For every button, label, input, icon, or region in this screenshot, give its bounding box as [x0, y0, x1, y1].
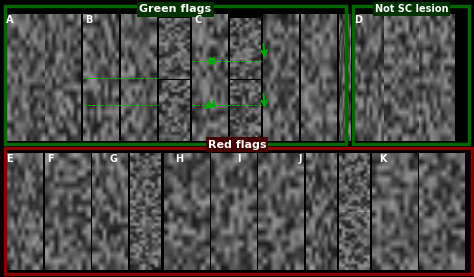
Text: Red flags: Red flags: [208, 140, 266, 150]
Text: Green flags: Green flags: [139, 4, 211, 14]
Text: F: F: [47, 154, 54, 164]
Text: G: G: [109, 154, 117, 164]
Text: J: J: [299, 154, 302, 164]
Text: D: D: [355, 15, 363, 25]
Text: E: E: [6, 154, 12, 164]
Text: K: K: [379, 154, 387, 164]
Text: C: C: [194, 15, 201, 25]
Text: Not SC lesion: Not SC lesion: [374, 4, 448, 14]
Text: I: I: [237, 154, 240, 164]
Text: B: B: [85, 15, 93, 25]
Text: A: A: [6, 15, 13, 25]
Text: H: H: [175, 154, 183, 164]
